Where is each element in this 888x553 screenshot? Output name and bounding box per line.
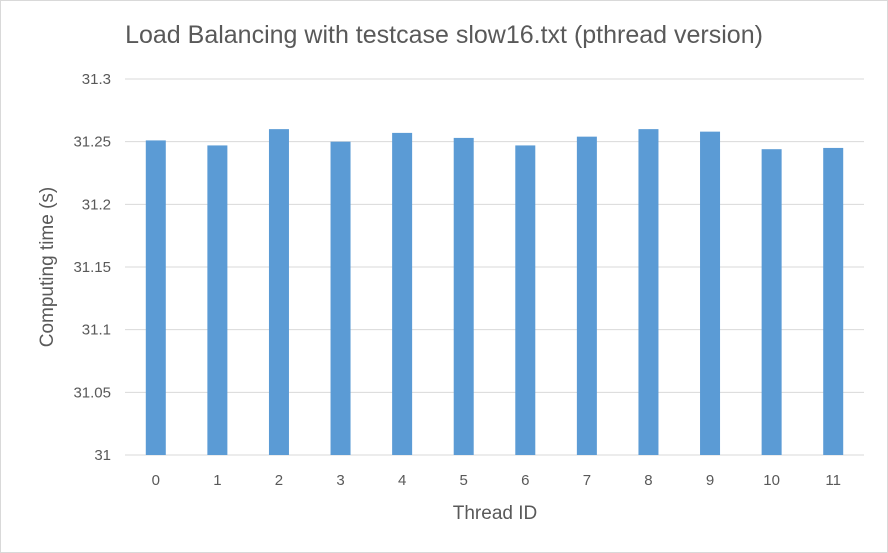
x-tick-label: 7 <box>583 472 591 489</box>
x-tick-label: 4 <box>398 472 406 489</box>
x-tick-label: 3 <box>336 472 344 489</box>
x-tick-label: 8 <box>644 472 652 489</box>
y-tick-label: 31.1 <box>82 322 111 339</box>
x-tick-label: 11 <box>825 472 841 489</box>
x-tick-label: 5 <box>460 472 468 489</box>
y-tick-label: 31.25 <box>73 134 111 151</box>
y-tick-labels: 31 31.05 31.1 31.15 31.2 31.25 31.3 <box>73 71 111 464</box>
y-tick-label: 31.3 <box>82 71 111 88</box>
bar <box>761 149 782 456</box>
bar <box>268 129 289 455</box>
x-axis-label: Thread ID <box>453 503 537 524</box>
bars <box>145 129 844 456</box>
x-tick-label: 9 <box>706 472 714 489</box>
x-tick-label: 6 <box>521 472 529 489</box>
bar <box>392 132 413 456</box>
x-tick-label: 0 <box>152 472 160 489</box>
x-tick-labels: 0 1 2 3 4 5 6 7 8 9 10 11 <box>152 472 841 489</box>
bar <box>453 137 474 455</box>
bar <box>638 129 659 455</box>
bar <box>330 141 351 455</box>
bar <box>207 145 228 455</box>
bar <box>576 136 597 456</box>
bar <box>700 131 721 455</box>
y-tick-label: 31.05 <box>73 384 111 401</box>
x-tick-label: 1 <box>213 472 221 489</box>
y-tick-label: 31.15 <box>73 259 111 276</box>
y-axis-label: Computing time (s) <box>37 187 58 348</box>
y-tick-label: 31 <box>94 447 111 464</box>
bar <box>145 140 166 455</box>
bar <box>515 145 536 455</box>
gridlines <box>125 78 864 456</box>
bar <box>823 147 844 455</box>
y-tick-label: 31.2 <box>82 196 111 213</box>
x-tick-label: 10 <box>763 472 780 489</box>
chart-title: Load Balancing with testcase slow16.txt … <box>125 21 763 49</box>
x-tick-label: 2 <box>275 472 283 489</box>
